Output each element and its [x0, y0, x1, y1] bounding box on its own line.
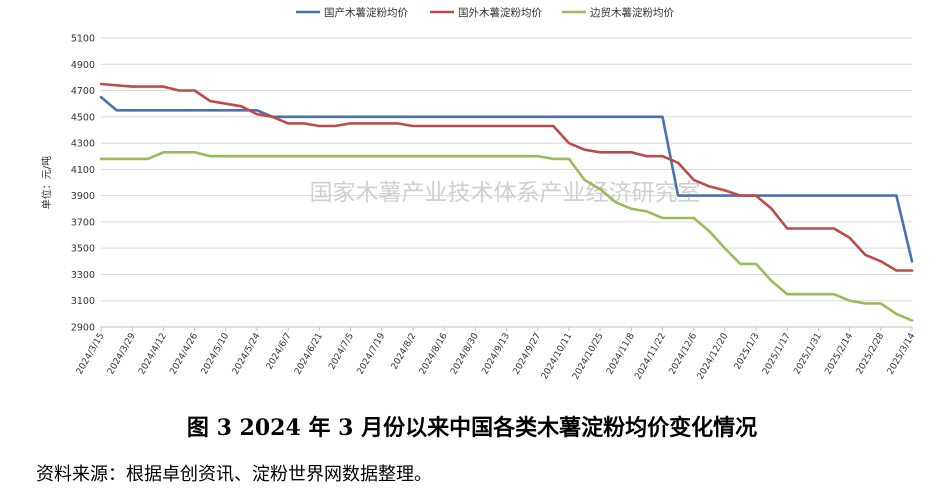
watermark-text: 国家木薯产业技术体系产业经济研究室	[310, 180, 701, 206]
x-tick-label: 2024/11/22	[633, 332, 668, 382]
x-tick-label: 2025/2/14	[823, 331, 855, 376]
y-tick-label: 3700	[71, 217, 95, 228]
x-tick-label: 2024/8/16	[418, 331, 450, 376]
legend-label-2: 国外木薯淀粉均价	[458, 6, 542, 19]
x-tick-label: 2024/9/13	[480, 332, 512, 377]
series-line-2	[99, 82, 914, 272]
x-tick-label: 2024/12/6	[668, 331, 700, 376]
y-tick-label: 3900	[71, 191, 95, 202]
x-tick-label: 2024/5/24	[231, 331, 263, 376]
x-tick-label: 2025/2/28	[855, 331, 887, 376]
x-tick-label: 2024/11/8	[605, 331, 637, 376]
x-tick-label: 2024/7/5	[327, 332, 356, 372]
x-tick-label: 2024/7/19	[356, 331, 388, 376]
x-tick-label: 2024/9/27	[512, 332, 544, 377]
line-chart: 2900 3100 3300 3500 3700 3900 4100 4300 4500 4700…	[40, 6, 918, 382]
y-tick-label: 3300	[71, 270, 95, 281]
x-tick-label: 2024/8/30	[449, 331, 481, 376]
y-tick-label: 4900	[71, 60, 95, 71]
y-tick-label: 4300	[71, 139, 95, 150]
x-tick-label: 2024/8/2	[390, 332, 419, 372]
x-tick-label: 2024/4/26	[168, 331, 200, 376]
x-tick-label: 2025/1/31	[792, 332, 824, 377]
y-tick-label: 5100	[71, 34, 95, 45]
x-tick-label: 2024/5/10	[200, 331, 232, 376]
x-tick-label: 2025/1/17	[761, 332, 793, 377]
x-tick-label: 2024/12/20	[696, 331, 731, 381]
x-tick-label: 2024/3/15	[75, 332, 107, 377]
x-tick-label: 2024/4/12	[137, 332, 169, 377]
legend-label-1: 国产木薯淀粉均价	[324, 6, 408, 19]
y-tick-label: 2900	[71, 323, 95, 334]
figure-caption: 图 3 2024 年 3 月份以来中国各类木薯淀粉均价变化情况	[186, 415, 758, 441]
y-tick-label: 3500	[71, 244, 95, 255]
y-tick-label: 4700	[71, 86, 95, 97]
x-tick-label: 2025/1/3	[733, 332, 762, 372]
chart-svg: 2900 3100 3300 3500 3700 3900 4100 4300 4500 4700…	[40, 6, 918, 382]
series-line-3	[99, 151, 914, 322]
x-tick-label: 2024/3/29	[106, 331, 138, 376]
y-tick-label: 4500	[71, 112, 95, 123]
x-tick-label: 2024/6/21	[293, 332, 325, 377]
x-tick-label: 2024/10/25	[571, 332, 606, 382]
figure-source: 资料来源：根据卓创资讯、淀粉世界网数据整理。	[36, 464, 432, 485]
x-tick-label: 2024/10/11	[540, 332, 575, 382]
y-axis-title: 单位：元/吨	[40, 156, 53, 209]
y-tick-label: 3100	[71, 296, 95, 307]
series-line-1	[99, 95, 914, 263]
legend-label-3: 边贸木薯淀粉均价	[590, 6, 674, 19]
x-tick-label: 2025/3/14	[886, 331, 918, 376]
x-tick-label: 2024/6/7	[265, 332, 294, 372]
y-tick-label: 4100	[71, 165, 95, 176]
